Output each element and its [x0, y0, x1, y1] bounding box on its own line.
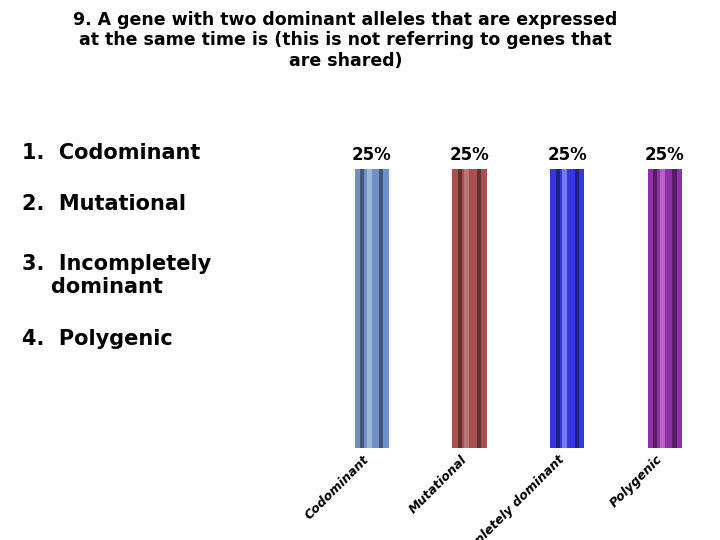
Bar — [672, 169, 677, 448]
Text: 4.  Polygenic: 4. Polygenic — [22, 329, 172, 349]
Text: 3.  Incompletely
    dominant: 3. Incompletely dominant — [22, 254, 211, 297]
Text: 2.  Mutational: 2. Mutational — [22, 194, 186, 214]
Bar — [458, 169, 462, 448]
Bar — [366, 169, 372, 448]
Text: 9. A gene with two dominant alleles that are expressed: 9. A gene with two dominant alleles that… — [73, 11, 618, 29]
Text: 25%: 25% — [547, 146, 587, 164]
Bar — [575, 169, 579, 448]
Bar — [562, 169, 567, 448]
Text: at the same time is (this is not referring to genes that: at the same time is (this is not referri… — [79, 31, 612, 49]
Bar — [477, 169, 481, 448]
Bar — [648, 169, 682, 448]
Bar — [360, 169, 364, 448]
Bar — [464, 169, 469, 448]
Text: 25%: 25% — [645, 146, 685, 164]
Text: 25%: 25% — [450, 146, 490, 164]
Bar — [379, 169, 384, 448]
Text: are shared): are shared) — [289, 52, 402, 70]
Bar — [355, 169, 389, 448]
Bar — [550, 169, 585, 448]
Bar — [653, 169, 657, 448]
Bar — [660, 169, 665, 448]
Bar — [452, 169, 487, 448]
Bar — [556, 169, 559, 448]
Text: 1.  Codominant: 1. Codominant — [22, 143, 200, 163]
Text: 25%: 25% — [352, 146, 392, 164]
